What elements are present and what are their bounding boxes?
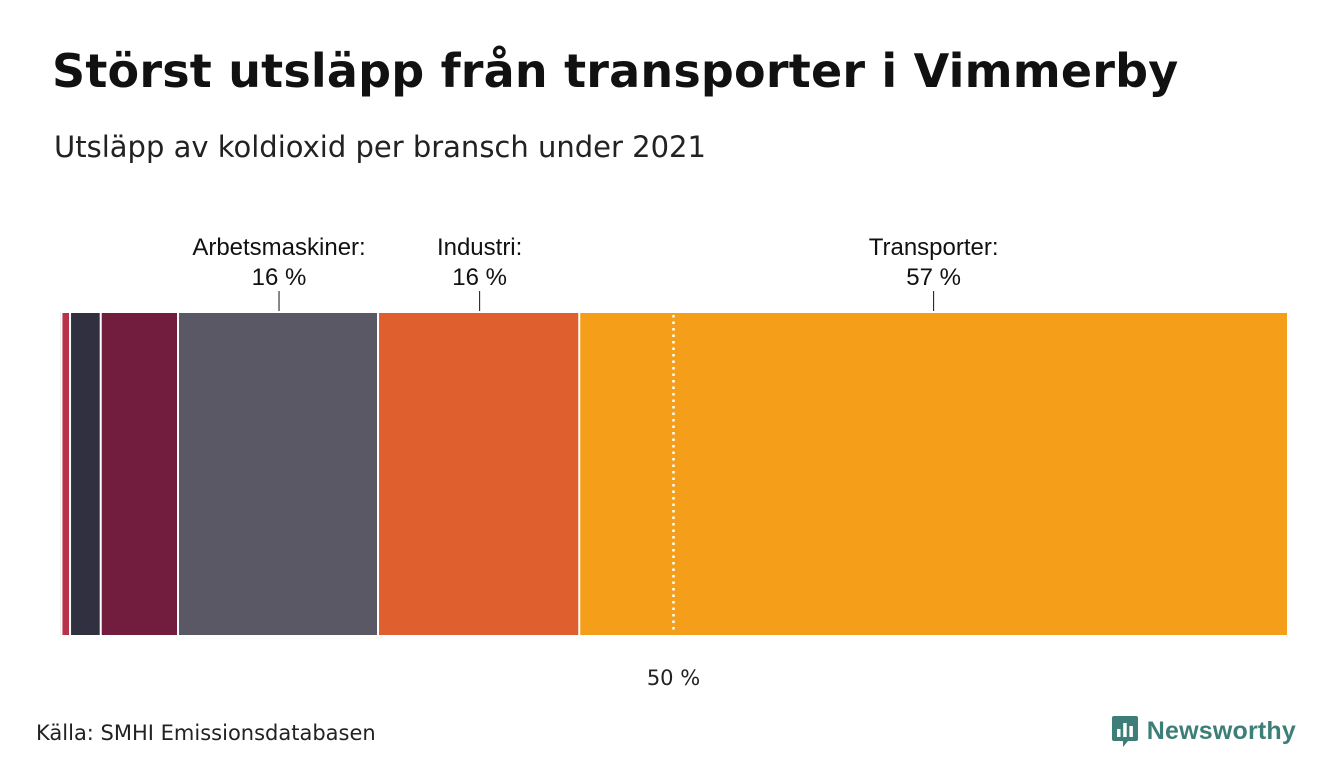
category-label-arbetsmaskiner: Arbetsmaskiner: bbox=[192, 234, 365, 261]
bar-segment-segment-1 bbox=[60, 313, 61, 635]
chart-subtitle: Utsläpp av koldioxid per bransch under 2… bbox=[54, 130, 706, 164]
value-label-industri: 16 % bbox=[452, 264, 507, 291]
chart-title: Störst utsläpp från transporter i Vimmer… bbox=[52, 44, 1179, 98]
brand-name: Newsworthy bbox=[1146, 716, 1296, 745]
category-label-industri: Industri: bbox=[437, 234, 522, 261]
source-note: Källa: SMHI Emissionsdatabasen bbox=[36, 721, 376, 745]
bar-segment-segment-2 bbox=[62, 313, 70, 635]
bar-segment-transporter bbox=[580, 313, 1287, 635]
bar-segment-segment-3 bbox=[71, 313, 100, 635]
bar-chart-icon bbox=[1111, 716, 1138, 747]
bar-segment-arbetsmaskiner bbox=[179, 313, 378, 635]
value-label-transporter: 57 % bbox=[906, 264, 961, 291]
reference-line-label: 50 % bbox=[647, 666, 700, 690]
brand-logo: Newsworthy bbox=[1111, 712, 1296, 750]
value-label-arbetsmaskiner: 16 % bbox=[252, 264, 307, 291]
chart-area: Arbetsmaskiner: 16 % Industri: 16 % Transpor… bbox=[60, 234, 1287, 690]
bar-segment-segment-4 bbox=[101, 313, 178, 635]
bar-segment-industri bbox=[379, 313, 579, 635]
category-label-transporter: Transporter: bbox=[869, 234, 999, 261]
